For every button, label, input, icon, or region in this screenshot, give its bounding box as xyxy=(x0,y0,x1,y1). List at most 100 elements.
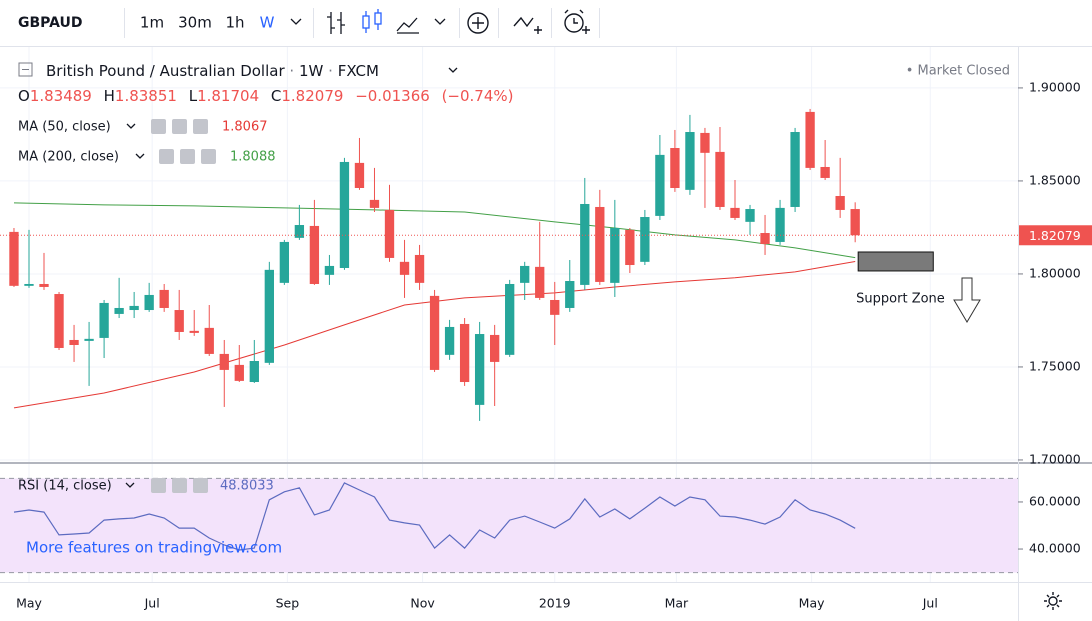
y-tick-label: 1.85000 xyxy=(1029,172,1081,187)
x-tick-label: May xyxy=(799,596,825,611)
timeframe: 1W xyxy=(299,62,324,80)
candle-body xyxy=(790,132,800,207)
ma50-legend: MA (50, close) xyxy=(18,120,111,135)
ohlc-label: O xyxy=(18,87,30,105)
settings-button[interactable] xyxy=(1044,592,1062,610)
candle-body xyxy=(550,299,560,315)
ma200-controls[interactable] xyxy=(159,149,216,164)
ma200-dropdown[interactable] xyxy=(135,153,145,159)
change: −0.01366 xyxy=(355,87,430,105)
candle-body xyxy=(129,305,139,311)
candle-body xyxy=(535,266,545,298)
candle-body xyxy=(219,353,229,370)
y-tick-label: 1.70000 xyxy=(1029,451,1081,466)
candle-body xyxy=(144,294,154,311)
ma200-legend: MA (200, close) xyxy=(18,150,119,165)
line-style-button[interactable] xyxy=(396,17,419,34)
candle-body xyxy=(249,360,259,383)
ma200-value: 1.8088 xyxy=(230,150,276,165)
symbol-button[interactable]: GBPAUD xyxy=(18,15,83,31)
x-tick-label: Jul xyxy=(922,596,938,611)
rsi-controls[interactable] xyxy=(151,478,208,493)
y-tick-label: 1.75000 xyxy=(1029,358,1081,373)
candle-body xyxy=(84,338,94,341)
moving-average-line xyxy=(13,261,856,409)
compare-button[interactable] xyxy=(513,16,542,34)
candle-body xyxy=(279,241,290,283)
y-tick-label: 40.0000 xyxy=(1029,541,1081,556)
open-value: 1.83489 xyxy=(30,87,92,105)
candle-body xyxy=(444,326,455,355)
candle-body xyxy=(700,132,710,153)
interval-button[interactable]: W xyxy=(260,14,275,32)
candle-body xyxy=(339,161,350,268)
interval-group: 1m 30m 1h W xyxy=(140,14,275,32)
candle-body xyxy=(835,195,845,210)
ma50-value: 1.8067 xyxy=(222,120,268,135)
x-tick-label: May xyxy=(16,596,42,611)
ma50-dropdown[interactable] xyxy=(126,123,136,129)
candle-body xyxy=(369,199,380,208)
candle-body xyxy=(384,209,395,258)
candle-body xyxy=(595,206,605,282)
rsi-dropdown[interactable] xyxy=(125,482,135,488)
toolbar xyxy=(0,0,1092,46)
candle-body xyxy=(670,148,680,188)
y-tick-label: 60.0000 xyxy=(1029,493,1081,508)
candle-body xyxy=(234,364,244,381)
candle-body xyxy=(730,207,740,218)
candle-body xyxy=(324,265,335,275)
candle-body xyxy=(565,281,575,308)
indicators-button[interactable] xyxy=(467,12,489,34)
candle-body xyxy=(429,295,440,370)
ohlc-label: L xyxy=(189,87,198,105)
candle-body xyxy=(655,154,665,216)
candle-body xyxy=(264,269,274,363)
ohlc-label: C xyxy=(271,87,281,105)
candle-body xyxy=(580,203,590,285)
candle-body xyxy=(474,334,485,405)
separator-dot: · xyxy=(328,62,333,80)
interval-button[interactable]: 30m xyxy=(178,14,212,32)
watermark-link[interactable]: More features on tradingview.com xyxy=(26,539,282,557)
interval-dropdown[interactable] xyxy=(290,18,302,25)
candle-body xyxy=(39,283,49,287)
candle-body xyxy=(114,307,124,314)
candle-body xyxy=(204,327,214,354)
candle-body xyxy=(505,283,515,355)
source: FXCM xyxy=(338,62,379,80)
candle-body xyxy=(775,207,785,242)
x-tick-label: Mar xyxy=(665,596,689,611)
candle-body xyxy=(850,209,860,236)
legend-dropdown[interactable] xyxy=(448,67,458,73)
rsi-pane xyxy=(0,477,1018,574)
candle-body xyxy=(309,225,320,284)
candle-body xyxy=(24,283,34,286)
interval-button[interactable]: 1h xyxy=(225,14,244,32)
candle-body xyxy=(54,294,64,348)
y-tick-label: 1.80000 xyxy=(1029,265,1081,280)
last-price-label: 1.82079 xyxy=(1029,228,1081,243)
interval-button[interactable]: 1m xyxy=(140,14,164,32)
candle-body xyxy=(159,289,169,308)
rsi-band xyxy=(0,478,1018,573)
separator-dot: · xyxy=(289,62,294,80)
close-value: 1.82079 xyxy=(281,87,343,105)
candle-style-button[interactable] xyxy=(362,9,382,33)
candle-body xyxy=(715,151,725,207)
market-status: • Market Closed xyxy=(906,64,1010,79)
support-zone xyxy=(857,251,934,272)
collapse-button[interactable] xyxy=(18,62,33,77)
rsi-value: 48.8033 xyxy=(220,479,274,494)
ma50-controls[interactable] xyxy=(151,119,208,134)
style-dropdown[interactable] xyxy=(434,18,446,25)
candle-body xyxy=(610,227,620,283)
alert-button[interactable] xyxy=(564,9,590,34)
candle-body xyxy=(354,162,365,188)
x-tick-label: Nov xyxy=(410,596,435,611)
bar-style-button[interactable] xyxy=(327,12,345,34)
candle-body xyxy=(294,225,305,238)
x-tick-label: Jul xyxy=(144,596,160,611)
